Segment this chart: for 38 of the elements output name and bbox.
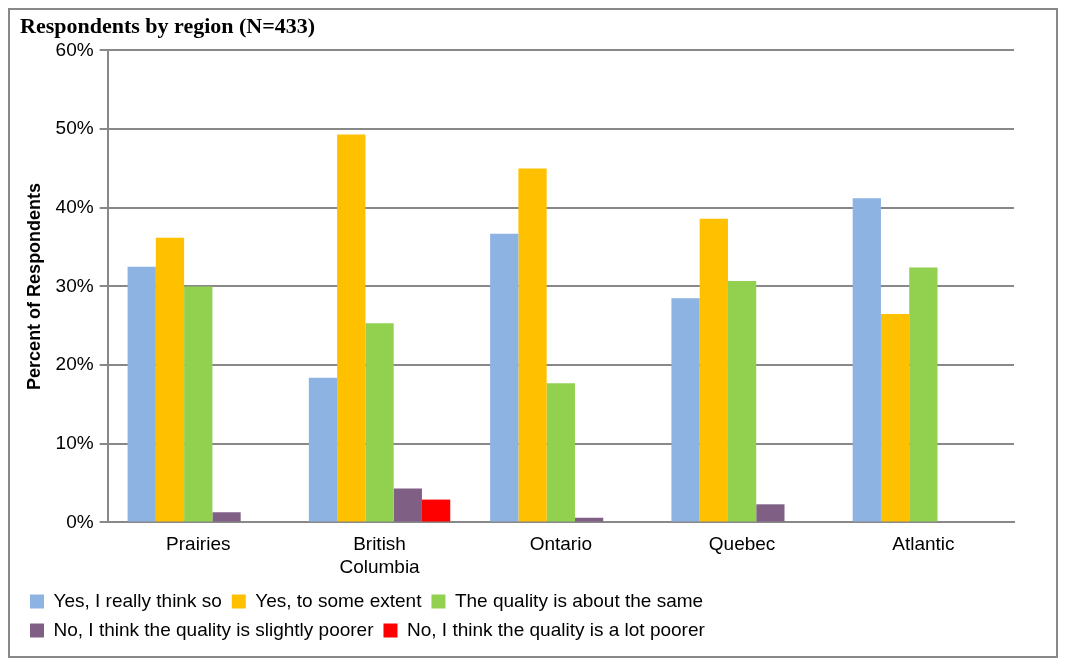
y-tick-label: 30% <box>55 274 94 296</box>
x-tick-label: Quebec <box>708 533 776 555</box>
bar <box>671 298 700 522</box>
x-tick-label: Atlantic <box>892 533 955 555</box>
bar <box>546 383 575 522</box>
y-tick-label: 10% <box>55 431 94 453</box>
y-tick-label: 20% <box>55 353 94 375</box>
bar <box>727 280 757 522</box>
legend-label: No, I think the quality is a lot poorer <box>406 618 706 640</box>
legend-label: No, I think the quality is slightly poorer <box>53 618 375 640</box>
y-axis-title: Percent of Respondents <box>23 182 44 390</box>
y-tick-label: 60% <box>55 38 94 60</box>
bar <box>127 266 156 522</box>
x-tick-label: Prairies <box>166 533 231 555</box>
bar <box>756 504 785 522</box>
chart-title: Respondents by region (N=433) <box>20 12 316 38</box>
y-tick-label: 50% <box>55 117 94 139</box>
y-tick-label: 40% <box>55 195 94 217</box>
bar <box>852 198 881 522</box>
legend-label: Yes, to some extent <box>255 589 423 611</box>
bar <box>909 267 938 522</box>
bar <box>184 286 213 522</box>
x-tick-label: British Columbia <box>339 533 421 577</box>
bar <box>880 313 910 522</box>
bar <box>393 488 422 522</box>
bar <box>518 168 547 522</box>
legend-label: Yes, I really think so <box>53 589 222 611</box>
x-tick-label: Ontario <box>529 533 592 555</box>
bar <box>212 512 241 522</box>
bar <box>699 218 728 522</box>
legend-label: The quality is about the same <box>454 589 704 611</box>
bar <box>308 377 338 522</box>
y-tick-label: 0% <box>66 510 94 532</box>
bar <box>155 237 185 522</box>
bar <box>337 134 366 522</box>
bar <box>490 233 519 522</box>
bar <box>365 323 394 522</box>
bar <box>421 499 451 522</box>
